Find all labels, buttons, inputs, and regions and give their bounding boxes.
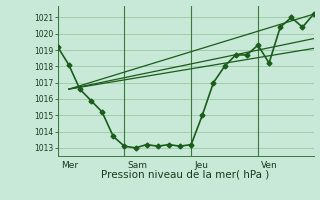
Text: Ven: Ven	[261, 161, 278, 170]
Text: Jeu: Jeu	[195, 161, 209, 170]
Text: Sam: Sam	[128, 161, 148, 170]
X-axis label: Pression niveau de la mer( hPa ): Pression niveau de la mer( hPa )	[101, 170, 270, 180]
Text: Mer: Mer	[61, 161, 78, 170]
